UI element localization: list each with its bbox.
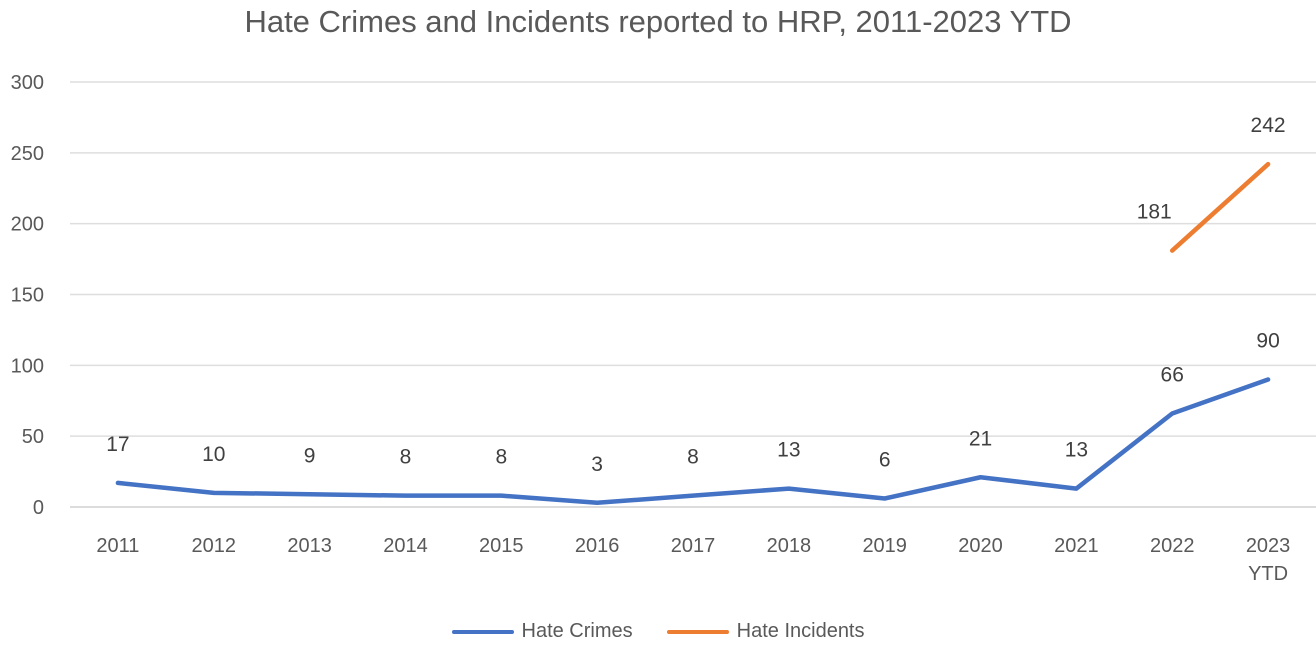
data-labels: 17 10 9 8 8 3 8 13 6 21 13 66 90 181 242 [106,114,1285,476]
x-tick-label-line: 2014 [383,535,428,557]
y-tick-label: 300 [11,72,44,94]
y-tick-label: 100 [11,355,44,377]
x-tick-label: 2015 [479,535,524,557]
y-tick-label: 0 [33,497,44,519]
series-line-hate-incidents [1169,161,1271,253]
y-tick-label: 250 [11,143,44,165]
data-label-hate-crimes: 10 [202,443,225,466]
gridlines [70,81,1316,508]
data-label-hate-incidents: 242 [1251,114,1286,137]
x-tick-label: 2019 [862,535,907,557]
x-tick-label: 2011 [96,535,139,557]
x-tick-label: 2021 [1054,535,1099,557]
data-label-hate-crimes: 3 [591,453,603,476]
y-tick-label: 200 [11,214,44,236]
x-tick-label-line: 2016 [575,535,620,557]
x-tick-label: 2023 YTD [1246,535,1291,585]
data-label-hate-crimes: 66 [1161,364,1184,387]
y-tick-label: 50 [22,426,44,448]
data-label-hate-crimes: 8 [687,446,699,469]
data-label-hate-crimes: 13 [1065,439,1088,462]
series-line-hate-crimes [115,377,1271,505]
x-tick-label-line: 2021 [1054,535,1099,557]
x-tick-label: 2020 [958,535,1003,557]
x-tick-label-line: 2013 [287,535,332,557]
data-label-hate-crimes: 6 [879,449,891,472]
legend-item-hate-crimes: Hate Crimes [451,620,633,643]
x-tick-label: 2012 [192,535,237,557]
legend: Hate Crimes Hate Incidents [0,620,1316,643]
legend-swatch-hate-incidents [666,629,729,634]
data-label-hate-crimes: 17 [106,433,129,456]
data-label-hate-incidents: 181 [1137,201,1172,224]
data-label-hate-crimes: 8 [400,446,412,469]
x-tick-label-line: 2011 [96,535,139,557]
x-tick-label: 2018 [767,535,812,557]
x-tick-label: 2022 [1150,535,1195,557]
data-label-hate-crimes: 21 [969,427,992,450]
x-axis: 2011 2012 2013 2014 2015 2016 2017 2018 2019 2020… [96,535,1290,585]
y-axis: 0 50 100 150 200 250 300 [11,72,44,519]
series-lines [115,161,1271,505]
x-tick-label-line: 2018 [767,535,812,557]
x-tick-label-line: YTD [1248,563,1288,585]
x-tick-label: 2017 [671,535,716,557]
chart-title: Hate Crimes and Incidents reported to HR… [244,4,1072,39]
x-tick-label-line: 2015 [479,535,524,557]
x-tick-label-line: 2017 [671,535,716,557]
legend-label-hate-incidents: Hate Incidents [736,620,865,642]
legend-swatch-hate-crimes [451,629,514,634]
x-tick-label-line: 2012 [192,535,237,557]
x-tick-label-line: 2019 [862,535,907,557]
y-tick-label: 150 [11,285,44,307]
data-label-hate-crimes: 13 [777,439,800,462]
legend-item-hate-incidents: Hate Incidents [666,620,865,643]
x-tick-label-line: 2022 [1150,535,1195,557]
data-label-hate-crimes: 9 [304,444,316,467]
data-label-hate-crimes: 90 [1256,330,1279,353]
x-tick-label: 2014 [383,535,428,557]
data-label-hate-crimes: 8 [495,446,507,469]
x-tick-label: 2016 [575,535,620,557]
x-tick-label: 2013 [287,535,332,557]
x-tick-label-line: 2023 [1246,535,1291,557]
legend-label-hate-crimes: Hate Crimes [521,620,633,642]
x-tick-label-line: 2020 [958,535,1003,557]
